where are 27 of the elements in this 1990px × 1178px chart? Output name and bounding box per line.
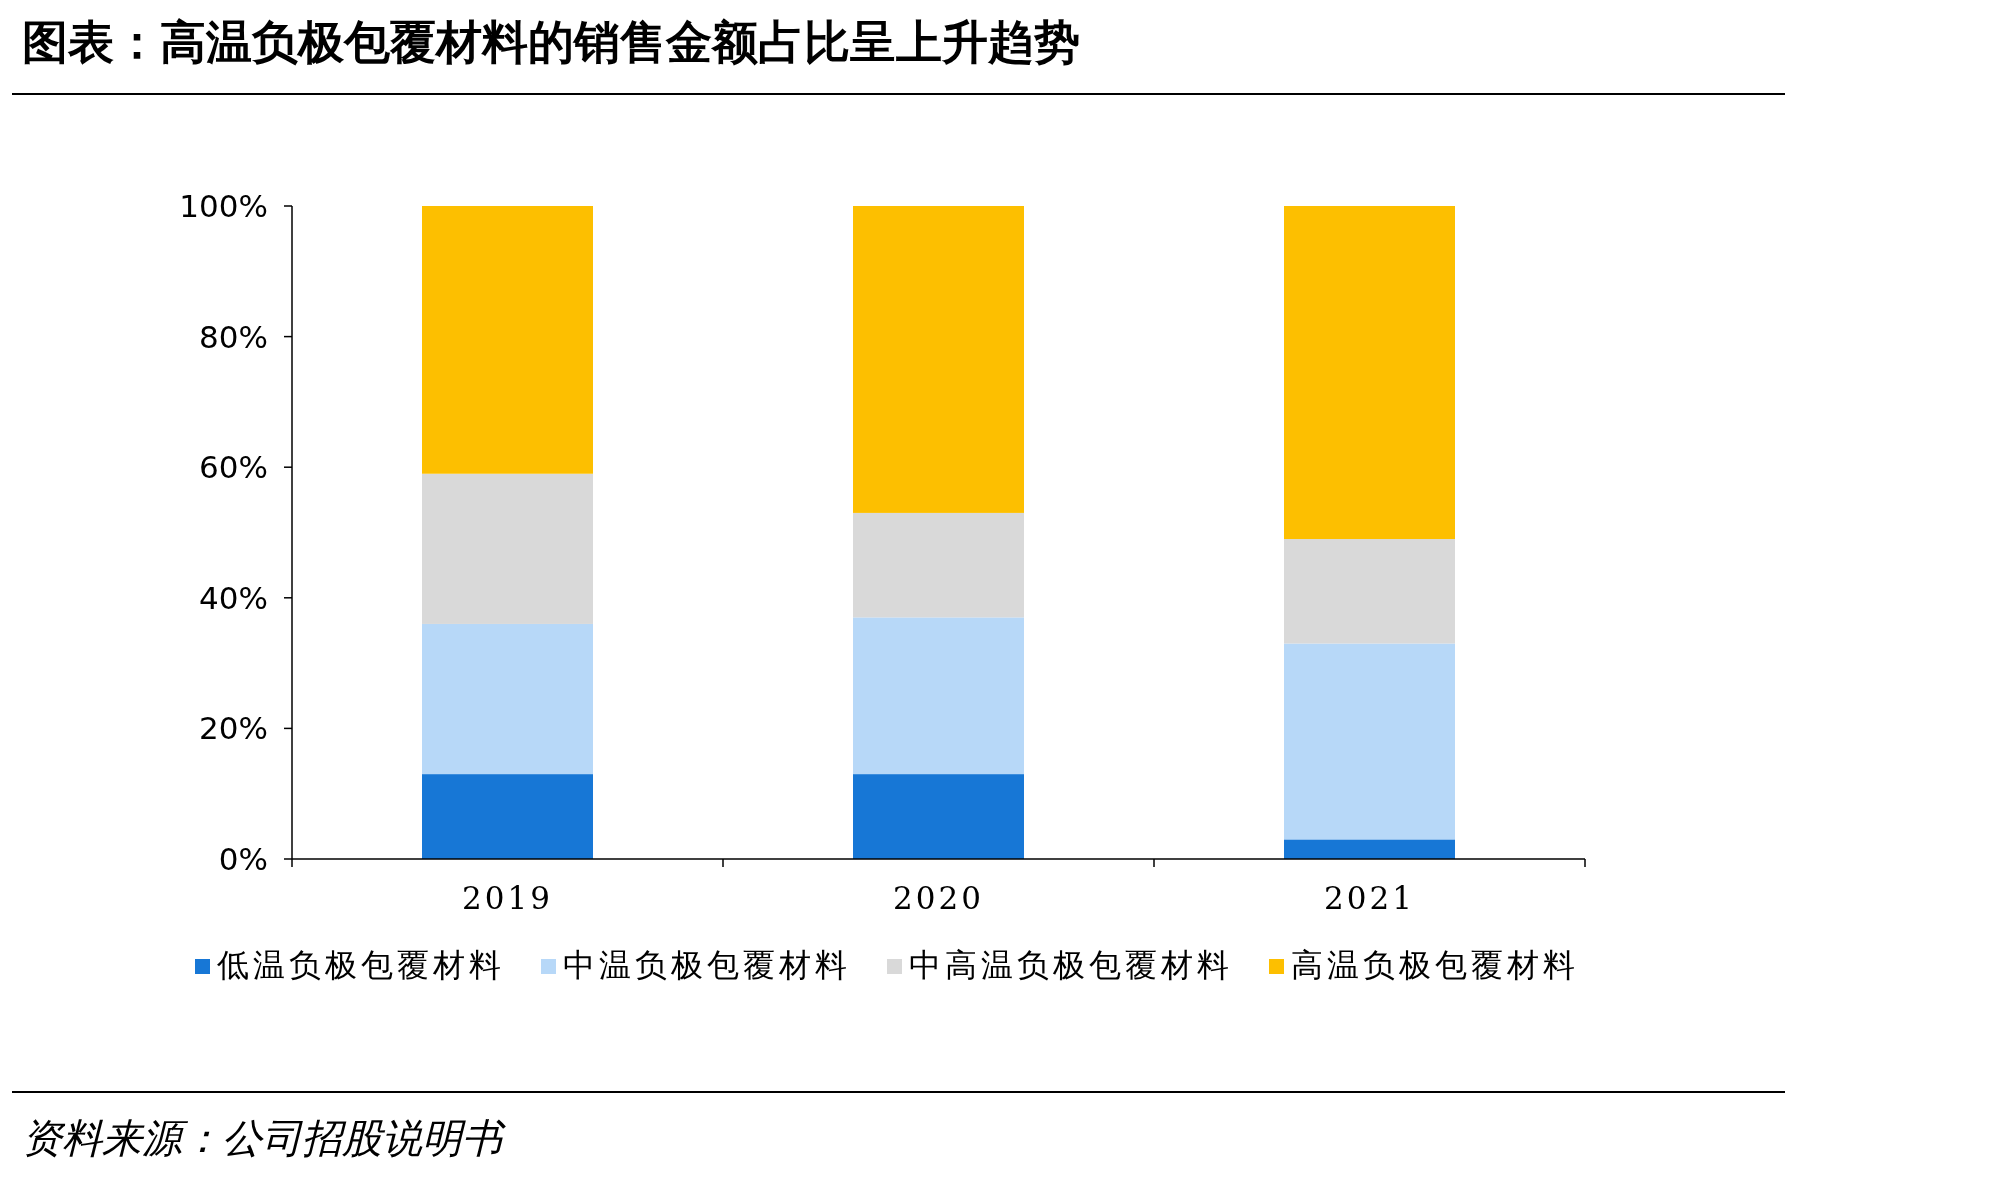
y-tick-label: 80% [199,318,268,355]
bar [422,473,593,624]
bar [1284,643,1455,840]
bar [422,623,593,775]
bar [853,617,1024,775]
y-tick-label: 20% [199,710,268,747]
bar [853,206,1024,513]
y-tick-label: 60% [199,449,268,486]
bar [853,512,1024,618]
legend-label: 低温负极包覆材料 [217,946,505,984]
bar [1284,839,1455,859]
y-tick-label: 0% [218,841,268,877]
bar [1284,539,1455,644]
y-tick-label: 100% [179,188,268,224]
y-tick-label: 40% [199,579,268,616]
x-tick-label: 2019 [462,880,553,916]
bar [853,774,1024,859]
x-tick-label: 2020 [893,880,984,916]
bar [1284,206,1455,540]
chart-title: 图表：高温负极包覆材料的销售金额占比呈上升趋势 [22,15,1080,69]
bar [422,206,593,474]
legend-label: 中温负极包覆材料 [563,946,851,984]
legend-label: 中高温负极包覆材料 [909,946,1233,984]
bar [422,774,593,859]
text: 资料来源：公司招股说明书 [22,1115,506,1161]
legend-label: 高温负极包覆材料 [1291,946,1579,984]
x-tick-label: 2021 [1324,880,1415,916]
